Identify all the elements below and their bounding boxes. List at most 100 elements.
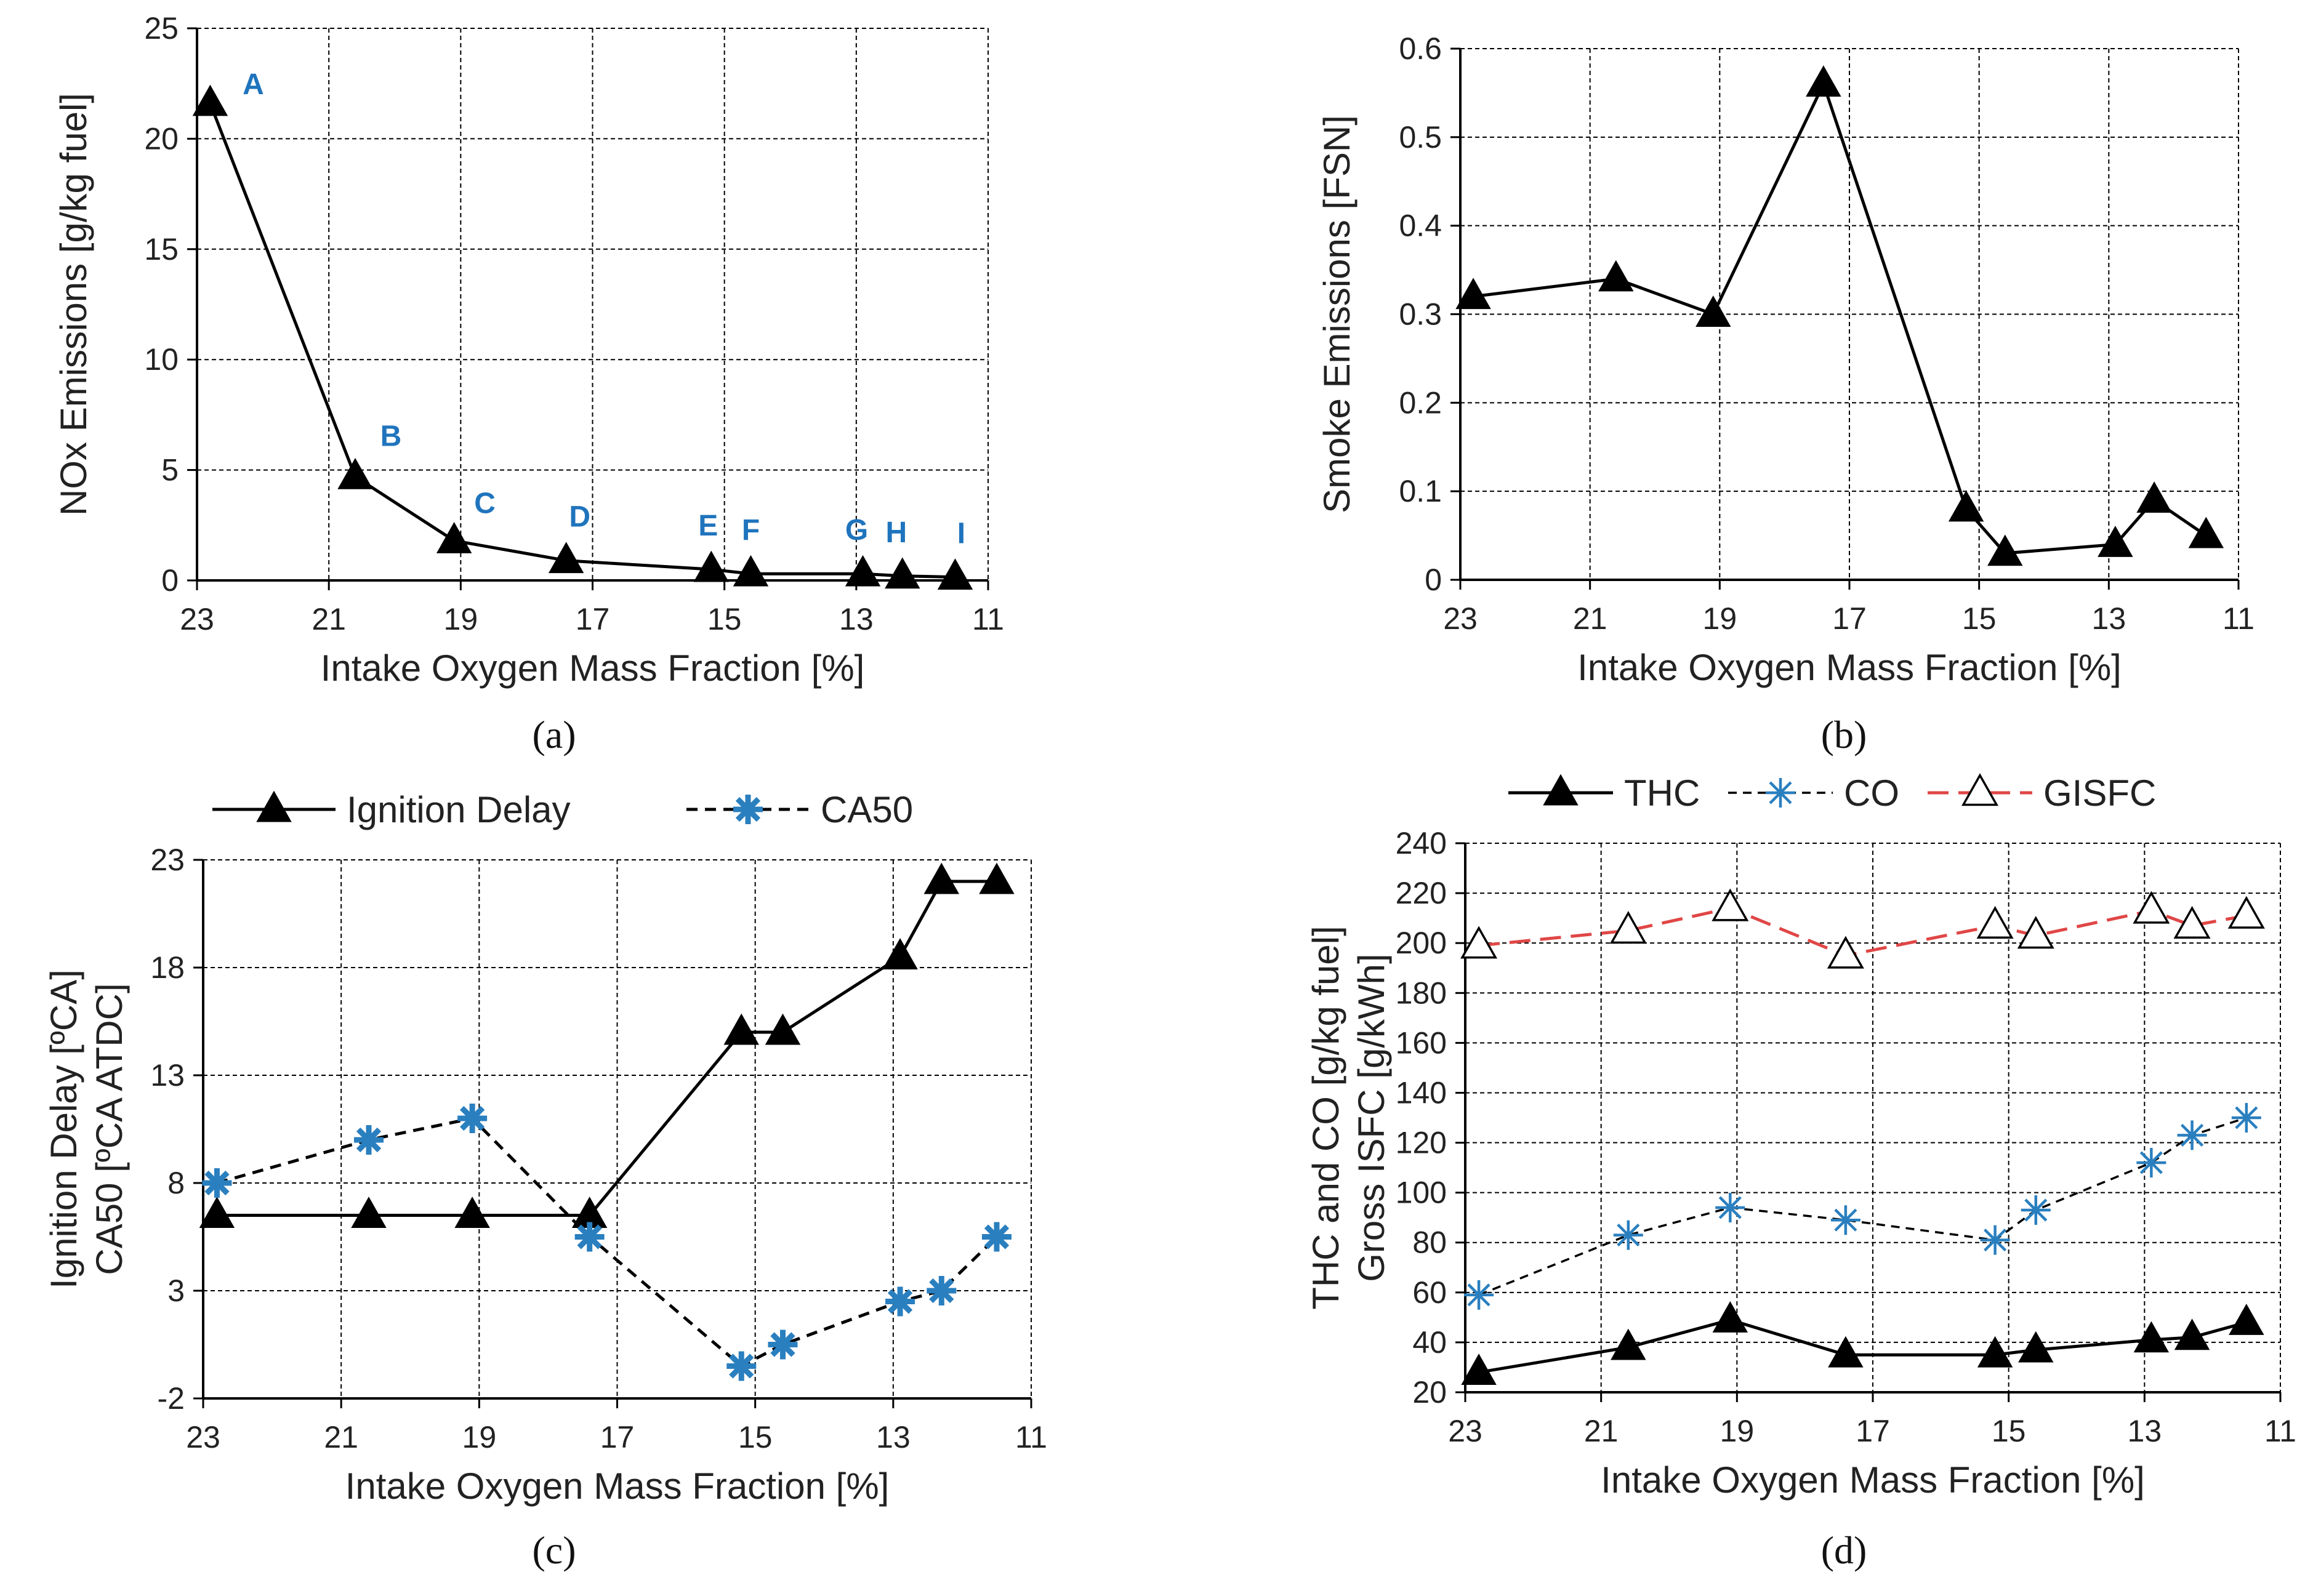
point-label: C — [474, 487, 496, 519]
x-tick-label: 19 — [1703, 601, 1737, 636]
series-line-ca50 — [216, 1117, 998, 1368]
data-point-co — [1830, 1205, 1860, 1235]
data-point-co — [2021, 1195, 2051, 1225]
series-line-gisfc — [1478, 906, 2247, 957]
series-line-co — [1478, 1117, 2247, 1296]
data-point-smoke — [2136, 481, 2172, 513]
panel-caption: (b) — [1821, 713, 1867, 756]
x-tick-label: 23 — [1448, 1414, 1482, 1448]
y-tick-label: 8 — [167, 1166, 185, 1200]
data-point-co — [2177, 1120, 2207, 1150]
x-tick-label: 13 — [2092, 601, 2126, 636]
data-point-ignition-delay — [923, 862, 960, 894]
data-point-thc — [1977, 1336, 2013, 1368]
data-point-gisfc — [1712, 888, 1749, 921]
x-tick-label: 15 — [1992, 1414, 2026, 1448]
data-point-nox — [733, 555, 769, 587]
data-point-nox — [845, 555, 881, 587]
chart-c: 23 21 19 17 15 13 11 -2 3 8 13 18 23 Intake Oxygen Ma… — [43, 789, 1047, 1572]
x-axis-title: Intake Oxygen Mass Fraction [%] — [1601, 1459, 2145, 1501]
data-point-ca50 — [726, 1351, 757, 1381]
x-tick-label: 13 — [2128, 1414, 2162, 1448]
data-point-nox — [937, 558, 973, 590]
data-point-gisfc — [1827, 936, 1864, 969]
y-tick-label: 120 — [1396, 1126, 1447, 1160]
y-tick-label: 0.6 — [1399, 31, 1442, 66]
data-point-ignition-delay — [765, 1013, 801, 1045]
y-tick-label: 0.3 — [1399, 297, 1442, 332]
y-tick-label: 220 — [1396, 876, 1447, 910]
data-point-ignition-delay — [199, 1197, 235, 1228]
y-tick-label: 40 — [1412, 1325, 1447, 1360]
legend-label-ignition-delay: Ignition Delay — [347, 789, 571, 830]
legend-marker-ignition-delay — [256, 790, 292, 822]
data-point-ignition-delay — [882, 938, 918, 969]
y-tick-label: 180 — [1396, 976, 1447, 1010]
series-line-thc — [1478, 1318, 2247, 1374]
data-point-thc — [1461, 1353, 1497, 1385]
x-tick-label: 21 — [1573, 601, 1607, 636]
y-tick-label: 20 — [1412, 1375, 1447, 1410]
data-point-gisfc — [1460, 926, 1498, 959]
x-tick-label: 21 — [312, 602, 346, 636]
y-tick-label: 0 — [1425, 563, 1442, 597]
x-tick-label: 19 — [462, 1420, 497, 1454]
x-axis-title: Intake Oxygen Mass Fraction [%] — [1577, 647, 2122, 688]
y-tick-label: 240 — [1396, 826, 1447, 860]
x-tick-label: 13 — [839, 602, 874, 636]
y-axis-title: Ignition Delay [ºCA] — [43, 969, 84, 1289]
data-point-thc — [1712, 1301, 1748, 1333]
panel-caption: (a) — [532, 713, 576, 756]
data-point-ca50 — [768, 1329, 798, 1360]
point-label: F — [742, 514, 760, 547]
data-point-nox — [436, 522, 472, 553]
x-tick-label: 11 — [1015, 1420, 1047, 1454]
data-point-thc — [2133, 1321, 2170, 1353]
y-tick-label: 5 — [161, 453, 179, 487]
data-point-thc — [1828, 1336, 1864, 1368]
data-point-thc — [2018, 1331, 2054, 1363]
panel-caption: (c) — [532, 1528, 576, 1572]
x-tick-label: 17 — [1832, 601, 1867, 636]
data-point-ca50 — [354, 1125, 384, 1155]
y-tick-label: 10 — [144, 342, 179, 377]
x-tick-label: 15 — [738, 1420, 773, 1454]
x-tick-label: 23 — [180, 602, 214, 636]
data-point-co — [1464, 1280, 1494, 1310]
data-point-ignition-delay — [723, 1013, 759, 1045]
y-axis-title: Gross ISFC [g/kWh] — [1351, 953, 1392, 1281]
x-tick-label: 21 — [324, 1420, 358, 1454]
data-point-nox — [548, 542, 584, 574]
point-label: E — [698, 510, 718, 542]
data-point-gisfc — [1609, 911, 1647, 944]
x-tick-label: 21 — [1584, 1414, 1619, 1448]
legend-label-co: CO — [1844, 772, 1899, 814]
data-point-co — [1715, 1192, 1745, 1222]
data-point-gisfc — [1976, 905, 2014, 939]
data-point-ignition-delay — [979, 862, 1015, 894]
data-point-ca50 — [574, 1222, 605, 1252]
data-point-smoke — [1987, 534, 2023, 566]
x-axis-title: Intake Oxygen Mass Fraction [%] — [321, 648, 865, 689]
y-tick-label: 3 — [167, 1273, 185, 1308]
y-tick-label: 13 — [150, 1058, 185, 1093]
x-tick-label: 13 — [876, 1420, 911, 1454]
x-tick-label: 17 — [1856, 1414, 1890, 1448]
data-point-nox — [337, 457, 373, 489]
chart-d: 23 21 19 17 15 13 11 20 40 60 80 100 120 140 160 180 200… — [1305, 772, 2296, 1572]
data-point-co — [2136, 1147, 2166, 1177]
data-point-gisfc — [2133, 891, 2170, 924]
y-axis-title: NOx Emissions [g/kg fuel] — [53, 93, 94, 516]
y-tick-label: 20 — [144, 121, 179, 156]
x-axis-title: Intake Oxygen Mass Fraction [%] — [345, 1466, 890, 1507]
x-tick-label: 17 — [576, 602, 610, 636]
data-point-ignition-delay — [454, 1197, 490, 1228]
y-tick-label: 80 — [1412, 1225, 1447, 1260]
legend-marker-ca50 — [733, 795, 763, 824]
data-point-smoke — [1696, 295, 1731, 327]
legend-marker-co — [1766, 778, 1795, 808]
point-label: G — [845, 514, 868, 547]
chart-a: 23 21 19 17 15 13 11 0 5 10 15 20 25 Intake Oxygen Ma… — [53, 11, 1004, 756]
x-tick-label: 15 — [1962, 601, 1997, 636]
